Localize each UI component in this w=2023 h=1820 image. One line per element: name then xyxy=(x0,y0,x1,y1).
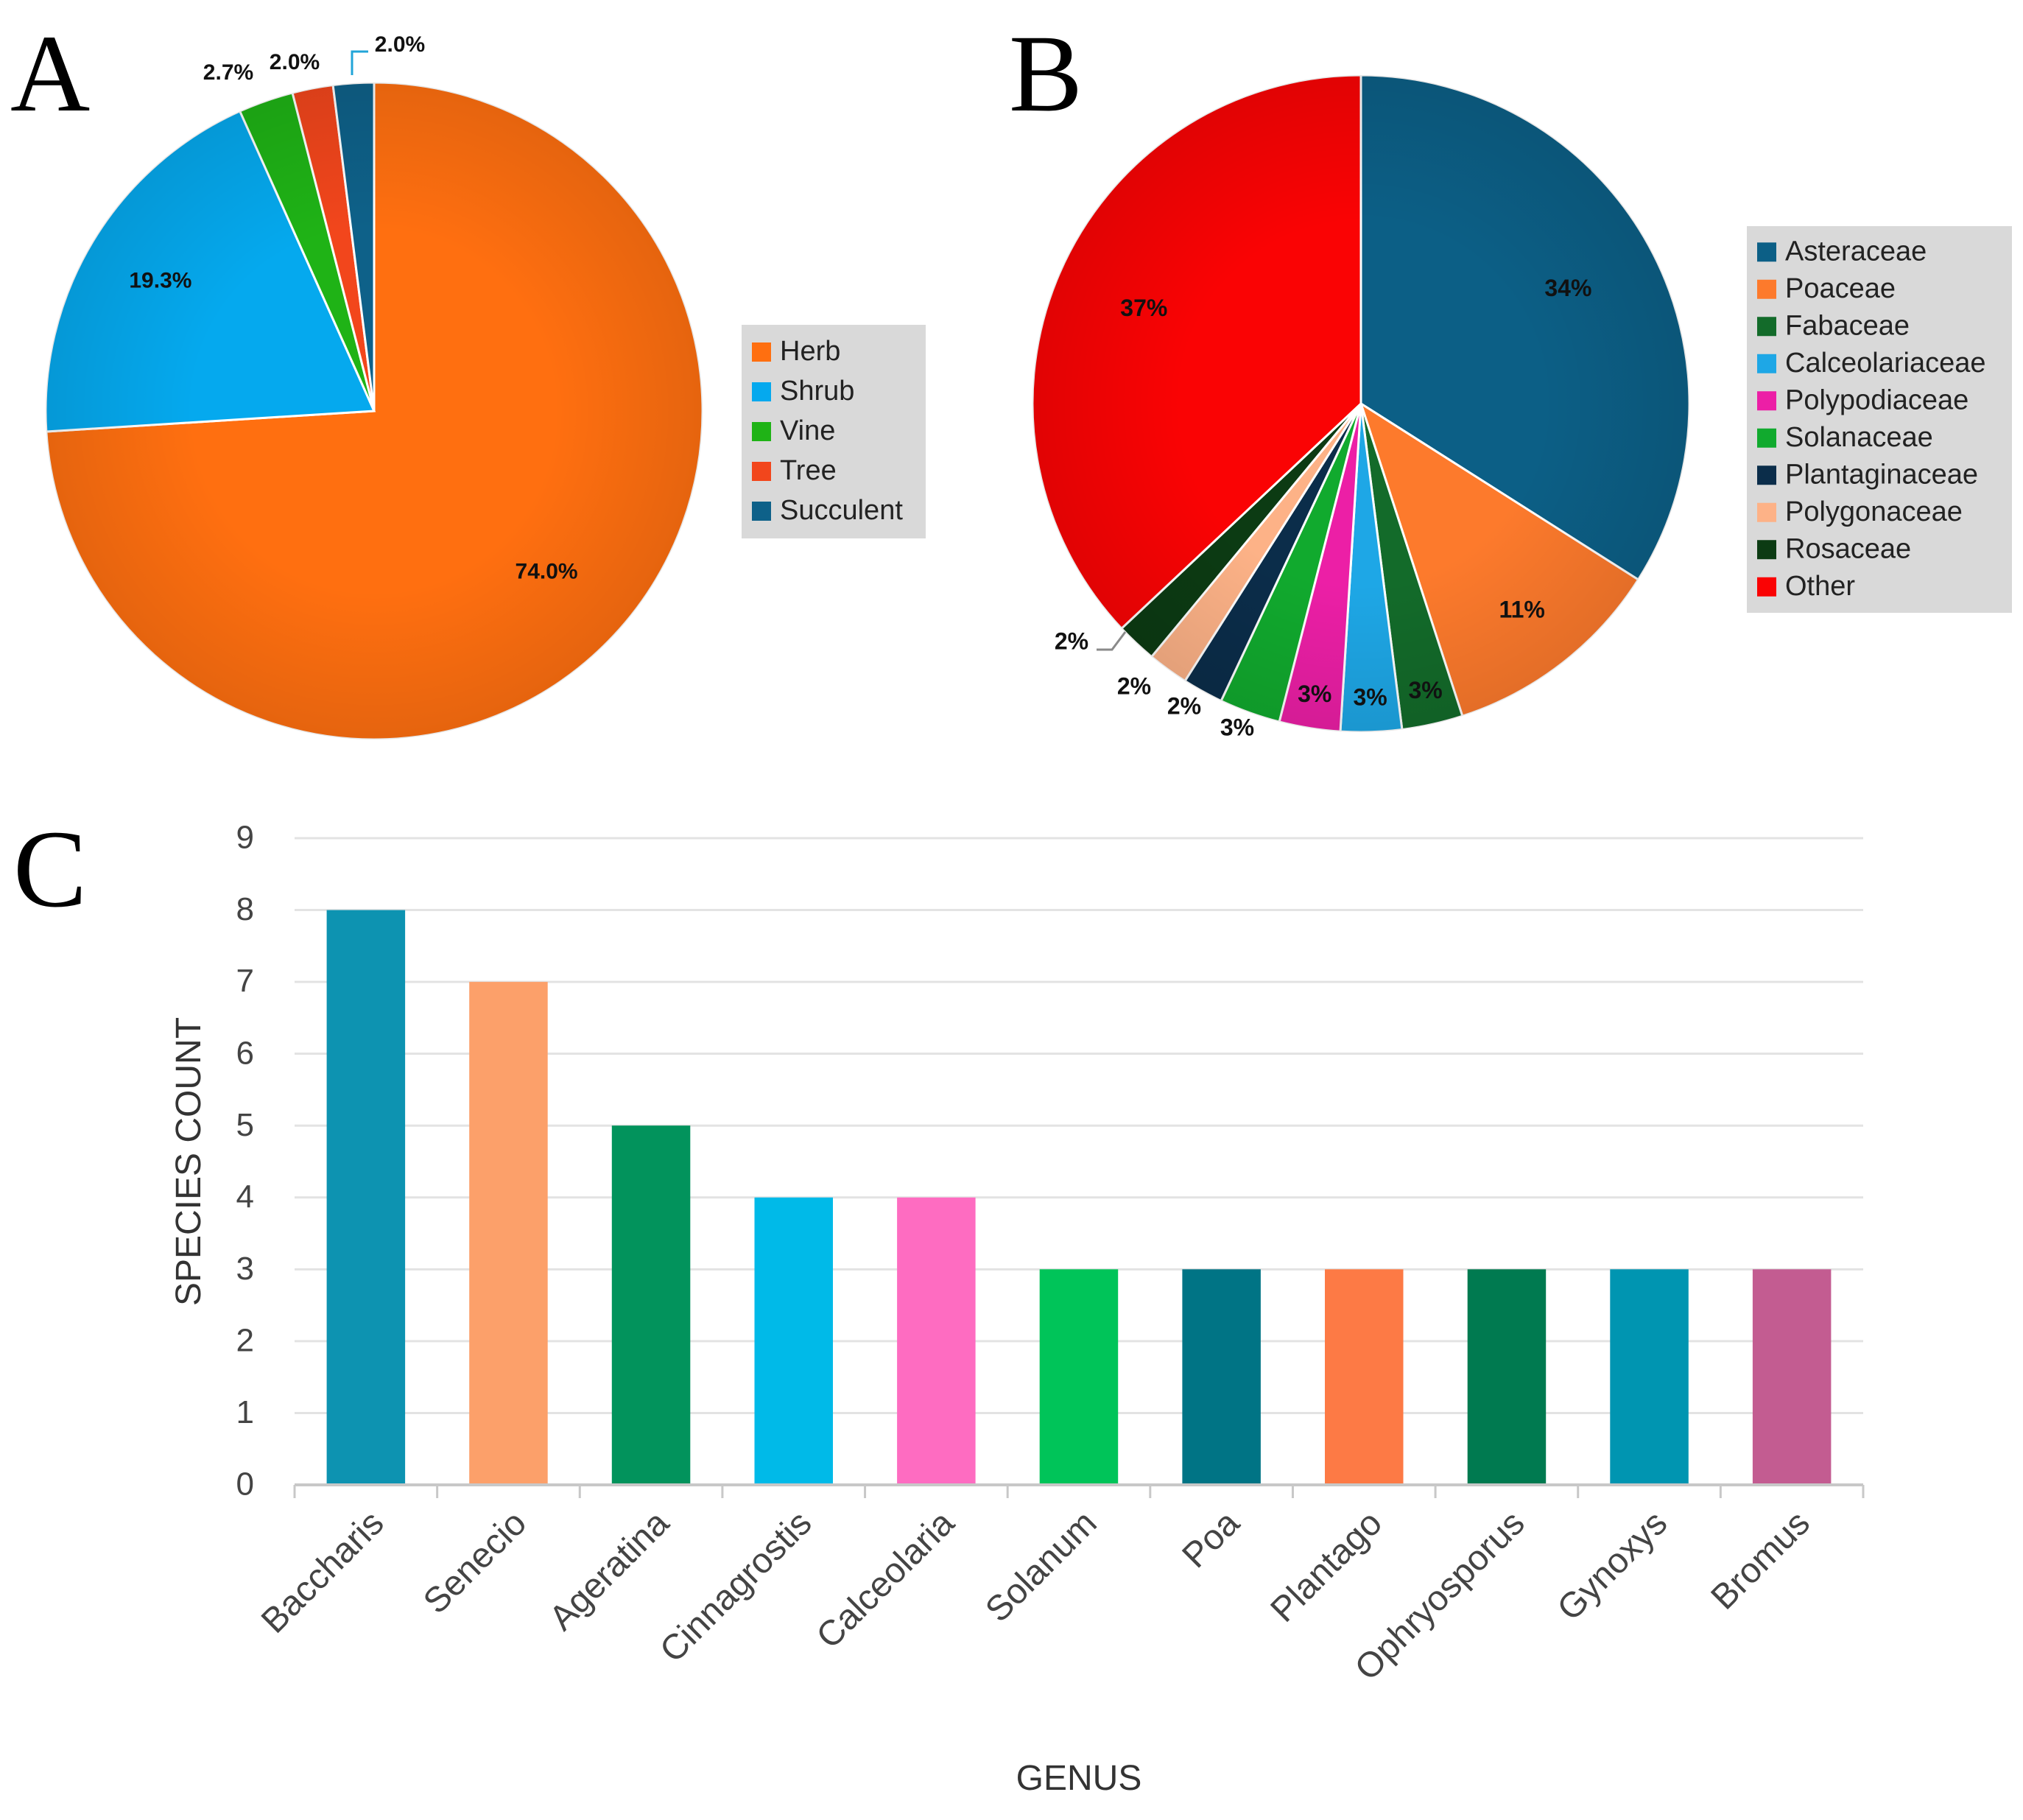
pie-b-value-label-other: 37% xyxy=(1120,295,1167,321)
bar-bromus xyxy=(1752,1269,1832,1485)
pie-a-legend-label-herb: Herb xyxy=(780,336,840,367)
bar-c-x-tick-label-poa: Poa xyxy=(1175,1503,1248,1575)
bar-ageratina xyxy=(611,1125,691,1485)
bar-c-y-tick-label: 2 xyxy=(236,1323,254,1359)
pie-a-legend-swatch-tree xyxy=(752,462,771,481)
pie-a-value-label-succulent: 2.0% xyxy=(375,32,425,57)
pie-b-legend-label-solanaceae: Solanaceae xyxy=(1785,422,1933,453)
bar-c-x-tick-label-senecio: Senecio xyxy=(416,1503,534,1621)
bar-c-x-axis-title: GENUS xyxy=(1016,1759,1142,1798)
pie-b-legend-swatch-polypodiaceae xyxy=(1757,391,1776,411)
pie-b-legend-swatch-polygonaceae xyxy=(1757,502,1776,522)
pie-b-value-label-plantaginaceae: 2% xyxy=(1167,692,1201,719)
pie-b-value-label-polypodiaceae: 3% xyxy=(1298,681,1331,707)
pie-b-legend-label-fabaceae: Fabaceae xyxy=(1785,310,1910,341)
bar-c-y-tick-label: 3 xyxy=(236,1251,254,1287)
bar-c-x-tick-label-baccharis: Baccharis xyxy=(254,1503,392,1641)
pie-a-legend-swatch-shrub xyxy=(752,382,771,401)
bar-c-y-axis-title: SPECIES COUNT xyxy=(169,1017,208,1306)
bar-c-y-tick-label: 4 xyxy=(236,1178,254,1215)
bar-baccharis xyxy=(326,910,406,1485)
pie-a-legend-label-shrub: Shrub xyxy=(780,376,854,407)
pie-b-legend-swatch-fabaceae xyxy=(1757,317,1776,337)
pie-a-value-label-vine: 2.7% xyxy=(203,60,253,85)
bar-c-y-tick-label: 1 xyxy=(236,1394,254,1430)
pie-a-legend-swatch-herb xyxy=(752,342,771,362)
bar-c-x-tick-label-cinnagrostis: Cinnagrostis xyxy=(652,1503,819,1670)
bar-chart-genus: 0 1 2 3 4 5 6 7 8 9 Baccharis Senecio AgeratinaCinna… xyxy=(169,820,1865,1798)
bar-cinnagrostis xyxy=(754,1197,833,1485)
bar-c-x-tick-label-ageratina: Ageratina xyxy=(542,1503,677,1638)
pie-a-legend-swatch-succulent xyxy=(752,502,771,521)
pie-b-leader-rosaceae xyxy=(1097,631,1127,651)
bar-c-x-tick-label-solanum: Solanum xyxy=(978,1503,1104,1629)
pie-b-value-label-fabaceae: 3% xyxy=(1408,677,1442,703)
bar-calceolaria xyxy=(897,1197,976,1485)
pie-b-legend-swatch-other xyxy=(1757,577,1776,597)
pie-a-leader-succulent xyxy=(351,50,368,75)
bar-c-x-tick-label-bromus: Bromus xyxy=(1704,1503,1818,1617)
bar-c-y-tick-label: 5 xyxy=(236,1107,254,1143)
bar-ophryosporus xyxy=(1467,1269,1547,1485)
bar-c-y-tick-label: 0 xyxy=(236,1466,254,1503)
panel-letter-a: A xyxy=(10,13,90,135)
bar-c-x-tick-label-plantago: Plantago xyxy=(1264,1503,1390,1629)
bar-poa xyxy=(1182,1269,1261,1485)
bar-c-x-tick-label-gynoxys: Gynoxys xyxy=(1550,1503,1675,1628)
pie-b-value-label-solanaceae: 3% xyxy=(1220,714,1254,740)
pie-a-value-label-shrub: 19.3% xyxy=(129,269,191,293)
bar-c-x-tick-label-calceolaria: Calceolaria xyxy=(809,1503,962,1656)
pie-b-legend-label-calceolariaceae: Calceolariaceae xyxy=(1785,348,1986,379)
bar-c-y-tick-label: 9 xyxy=(236,820,254,856)
pie-b-legend-label-poaceae: Poaceae xyxy=(1785,273,1896,304)
pie-b-legend-swatch-rosaceae xyxy=(1757,540,1776,560)
pie-b-legend-swatch-solanaceae xyxy=(1757,428,1776,448)
pie-b-legend-label-plantaginaceae: Plantaginaceae xyxy=(1785,459,1978,490)
pie-chart-family: 34% 11% 3% 3% 3% 3% 2% 2% 2% 37% xyxy=(1031,74,1691,740)
legend-growth-form: Herb Shrub Vine Tree Succulent xyxy=(742,325,926,538)
panel-letter-c: C xyxy=(13,808,87,930)
legend-family: Asteraceae Poaceae Fabaceae Calceolariaceae… xyxy=(1747,226,2012,613)
pie-a-legend-swatch-vine xyxy=(752,422,771,441)
bar-senecio xyxy=(469,982,548,1485)
pie-b-legend-label-asteraceae: Asteraceae xyxy=(1785,236,1927,267)
bar-plantago xyxy=(1325,1269,1404,1485)
pie-a-value-label-tree: 2.0% xyxy=(270,50,320,74)
panel-letter-b: B xyxy=(1009,13,1083,135)
pie-b-value-label-rosaceae: 2% xyxy=(1055,628,1088,654)
bar-solanum xyxy=(1039,1269,1119,1485)
pie-a-legend-box xyxy=(742,325,926,538)
pie-b-value-label-poaceae: 11% xyxy=(1499,596,1545,622)
pie-b-legend-swatch-calceolariaceae xyxy=(1757,354,1776,373)
pie-b-legend-label-polypodiaceae: Polypodiaceae xyxy=(1785,384,1969,415)
pie-a-legend-label-tree: Tree xyxy=(780,455,837,486)
bar-gynoxys xyxy=(1610,1269,1689,1485)
pie-a-value-label-herb: 74.0% xyxy=(516,560,578,584)
pie-b-legend-swatch-poaceae xyxy=(1757,279,1776,299)
pie-b-legend-swatch-plantaginaceae xyxy=(1757,465,1776,485)
bar-c-y-tick-label: 7 xyxy=(236,963,254,999)
bar-c-y-tick-label: 8 xyxy=(236,891,254,927)
pie-b-legend-label-other: Other xyxy=(1785,571,1855,602)
pie-b-value-label-asteraceae: 34% xyxy=(1544,275,1591,301)
pie-b-value-label-calceolariaceae: 3% xyxy=(1353,684,1387,711)
pie-chart-growth-form: 74.0% 19.3% 2.7% 2.0% 2.0% xyxy=(44,32,704,741)
pie-b-legend-swatch-asteraceae xyxy=(1757,242,1776,262)
pie-b-value-label-polygonaceae: 2% xyxy=(1117,672,1151,699)
pie-b-legend-box xyxy=(1747,226,2012,613)
pie-b-legend-label-rosaceae: Rosaceae xyxy=(1785,533,1911,564)
pie-b-legend-label-polygonaceae: Polygonaceae xyxy=(1785,496,1963,527)
pie-a-legend-label-vine: Vine xyxy=(780,415,835,446)
pie-a-legend-label-succulent: Succulent xyxy=(780,495,903,526)
bar-c-y-tick-label: 6 xyxy=(236,1035,254,1071)
